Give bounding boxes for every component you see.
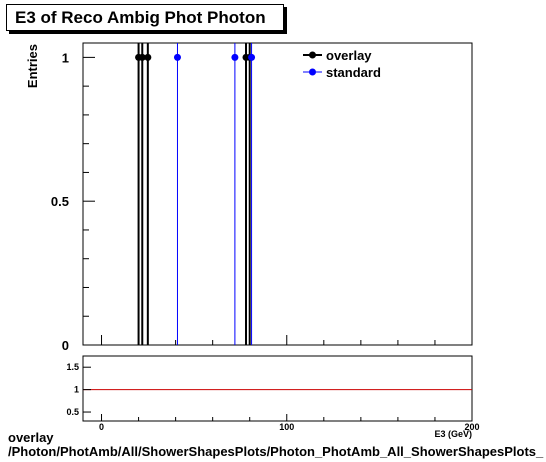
- ratio-x-tick-label: 200: [464, 422, 479, 432]
- legend-marker-overlay: [309, 51, 316, 59]
- footer-line-1: overlay: [8, 430, 54, 445]
- legend: overlay standard: [303, 48, 381, 80]
- standard-point: [248, 53, 256, 61]
- main-y-axis-ticks: 00.51: [51, 50, 95, 353]
- ratio-y-tick-label: 0.5: [66, 407, 79, 417]
- title-box: E3 of Reco Ambig Phot Photon: [6, 4, 284, 31]
- ratio-y-tick-label: 1: [74, 385, 79, 395]
- ratio-plot-frame: [82, 355, 473, 422]
- y-axis-label: Entries: [25, 44, 40, 88]
- main-x-axis-ticks: [101, 335, 473, 345]
- data-marks: [135, 43, 256, 345]
- y-tick-label: 0.5: [51, 194, 69, 209]
- legend-marker-standard: [309, 68, 316, 76]
- ratio-axis-ticks: 0.5 1 1.5 0 100 200: [66, 362, 479, 432]
- ratio-plot-border: [82, 355, 473, 422]
- y-tick-label: 0: [62, 338, 69, 353]
- legend-label-standard: standard: [326, 65, 381, 80]
- standard-point: [173, 53, 181, 61]
- overlay-point: [138, 53, 146, 61]
- ratio-y-tick-label: 1.5: [66, 362, 79, 372]
- standard-point: [231, 53, 239, 61]
- footer-path: overlay /Photon/PhotAmb/All/ShowerShapes…: [8, 431, 543, 459]
- main-plot-border: [82, 42, 473, 346]
- ratio-x-tick-label: 100: [279, 422, 294, 432]
- y-tick-label: 1: [62, 50, 69, 65]
- overlay-point: [144, 53, 152, 61]
- legend-label-overlay: overlay: [326, 48, 372, 63]
- chart-title: E3 of Reco Ambig Phot Photon: [15, 8, 266, 27]
- main-plot-frame: [82, 42, 473, 346]
- ratio-x-tick-label: 0: [99, 422, 104, 432]
- x-axis-label: E3 (GeV): [434, 429, 472, 439]
- footer-line-2: /Photon/PhotAmb/All/ShowerShapesPlots/Ph…: [8, 444, 544, 459]
